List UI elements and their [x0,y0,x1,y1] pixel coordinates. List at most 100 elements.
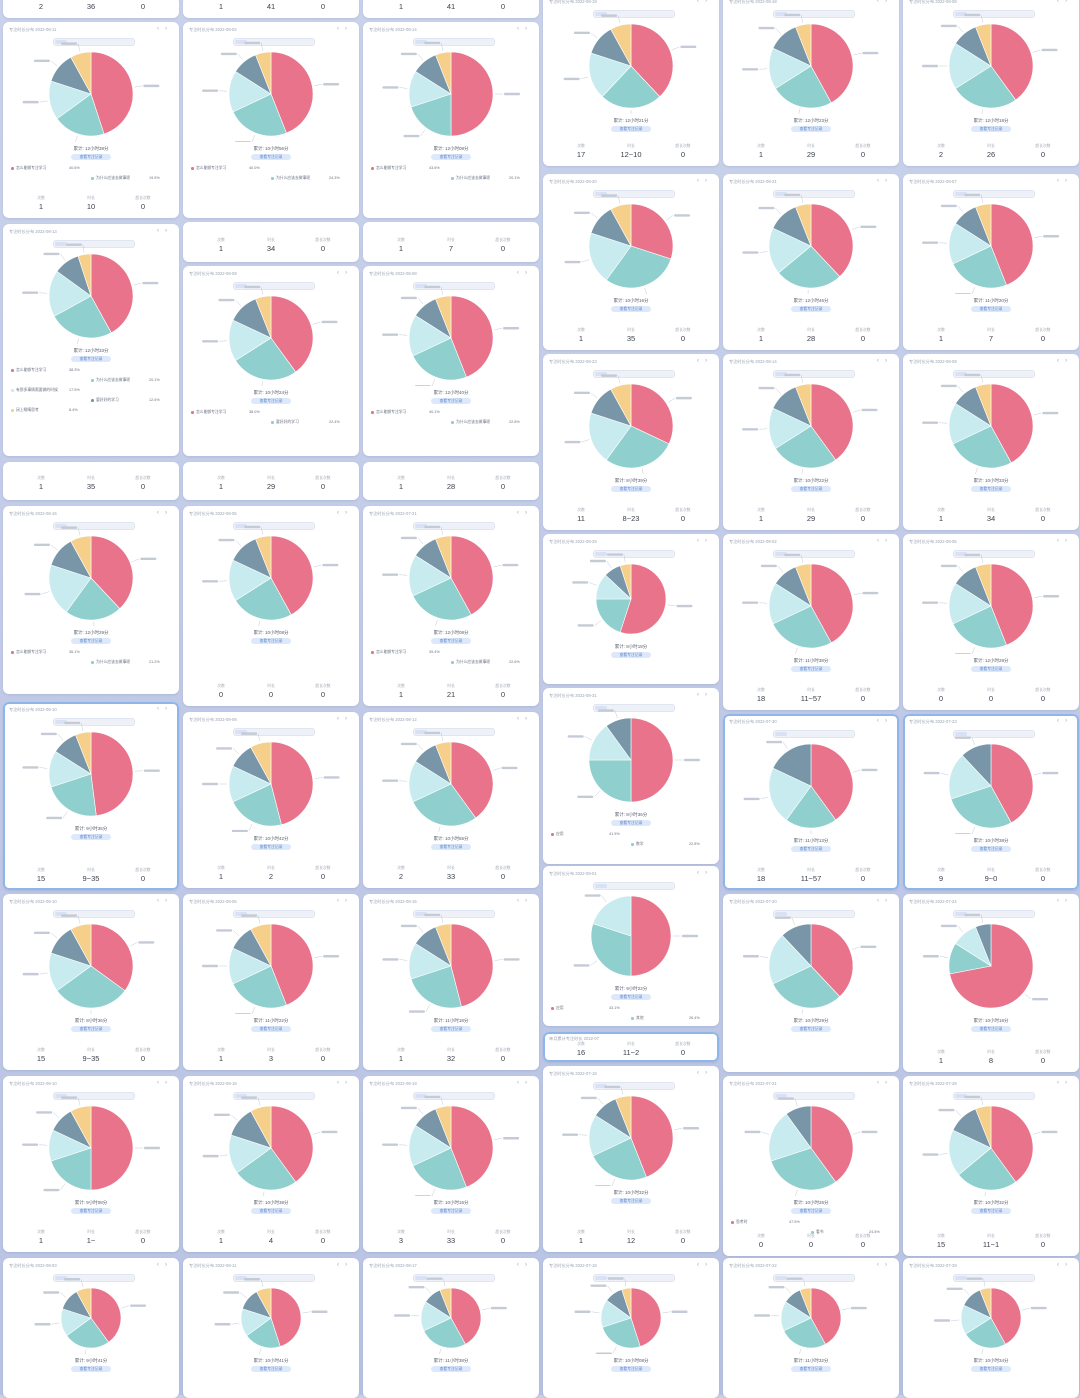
date-nav[interactable]: ‹› [877,178,893,184]
date-nav[interactable]: ‹› [337,270,353,276]
toggle-knob[interactable] [235,730,247,734]
view-records-button[interactable]: 查看专注记录 [71,1026,111,1032]
toggle-knob[interactable] [955,732,967,736]
date-nav[interactable]: ‹› [517,898,533,904]
date-nav[interactable]: ‹› [697,870,713,876]
period-toggle[interactable] [773,10,855,18]
view-records-button[interactable]: 查看专注记录 [791,846,831,852]
chevron-left-icon[interactable]: ‹ [337,898,345,904]
view-records-button[interactable]: 查看专注记录 [251,154,291,160]
view-records-button[interactable]: 查看专注记录 [971,126,1011,132]
view-records-button[interactable]: 查看专注记录 [71,638,111,644]
chevron-left-icon[interactable]: ‹ [517,1262,525,1268]
view-records-button[interactable]: 查看专注记录 [71,1208,111,1214]
date-nav[interactable]: ‹› [157,898,173,904]
chevron-right-icon[interactable]: › [165,510,173,516]
period-toggle[interactable] [53,240,135,248]
date-nav[interactable]: ‹› [157,706,173,712]
chevron-left-icon[interactable]: ‹ [697,178,705,184]
chevron-right-icon[interactable]: › [705,0,713,4]
date-nav[interactable]: ‹› [157,1080,173,1086]
date-nav[interactable]: ‹› [697,0,713,4]
period-toggle[interactable] [953,190,1035,198]
view-records-button[interactable]: 查看专注记录 [611,1198,651,1204]
period-toggle[interactable] [413,728,495,736]
date-nav[interactable]: ‹› [1057,1262,1073,1268]
period-toggle[interactable] [773,1274,855,1282]
chevron-left-icon[interactable]: ‹ [517,270,525,276]
view-records-button[interactable]: 查看专注记录 [611,486,651,492]
date-nav[interactable]: ‹› [517,1262,533,1268]
chevron-left-icon[interactable]: ‹ [1057,1080,1065,1086]
chevron-right-icon[interactable]: › [705,538,713,544]
date-nav[interactable]: ‹› [337,1080,353,1086]
toggle-knob[interactable] [55,1276,67,1280]
toggle-knob[interactable] [775,912,787,916]
chevron-left-icon[interactable]: ‹ [517,898,525,904]
period-toggle[interactable] [413,522,495,530]
view-records-button[interactable]: 查看专注记录 [791,666,831,672]
view-records-button[interactable]: 查看专注记录 [611,820,651,826]
date-nav[interactable]: ‹› [1057,178,1073,184]
chevron-right-icon[interactable]: › [1065,1080,1073,1086]
chevron-left-icon[interactable]: ‹ [337,1080,345,1086]
period-toggle[interactable] [413,910,495,918]
period-toggle[interactable] [53,1092,135,1100]
chevron-left-icon[interactable]: ‹ [697,0,705,4]
period-toggle[interactable] [953,10,1035,18]
date-nav[interactable]: ‹› [1057,718,1073,724]
toggle-knob[interactable] [595,884,607,888]
chevron-left-icon[interactable]: ‹ [877,538,885,544]
toggle-knob[interactable] [955,912,967,916]
chevron-left-icon[interactable]: ‹ [337,716,345,722]
date-nav[interactable]: ‹› [337,1262,353,1268]
date-nav[interactable]: ‹› [697,1070,713,1076]
chevron-right-icon[interactable]: › [1065,898,1073,904]
toggle-knob[interactable] [775,12,787,16]
chevron-right-icon[interactable]: › [1065,0,1073,4]
chevron-right-icon[interactable]: › [885,718,893,724]
date-nav[interactable]: ‹› [517,510,533,516]
view-records-button[interactable]: 查看专注记录 [971,1208,1011,1214]
chevron-left-icon[interactable]: ‹ [517,510,525,516]
chevron-right-icon[interactable]: › [705,1070,713,1076]
chevron-right-icon[interactable]: › [885,1080,893,1086]
view-records-button[interactable]: 查看专注记录 [611,306,651,312]
toggle-knob[interactable] [595,12,607,16]
date-nav[interactable]: ‹› [517,270,533,276]
period-toggle[interactable] [593,704,675,712]
period-toggle[interactable] [53,1274,135,1282]
chevron-left-icon[interactable]: ‹ [1057,718,1065,724]
toggle-knob[interactable] [775,192,787,196]
period-toggle[interactable] [233,1092,315,1100]
view-records-button[interactable]: 查看专注记录 [431,154,471,160]
view-records-button[interactable]: 查看专注记录 [791,1208,831,1214]
chevron-right-icon[interactable]: › [885,178,893,184]
date-nav[interactable]: ‹› [157,26,173,32]
view-records-button[interactable]: 查看专注记录 [791,126,831,132]
chevron-left-icon[interactable]: ‹ [157,898,165,904]
chevron-left-icon[interactable]: ‹ [337,270,345,276]
view-records-button[interactable]: 查看专注记录 [971,846,1011,852]
chevron-left-icon[interactable]: ‹ [877,0,885,4]
chevron-left-icon[interactable]: ‹ [517,1080,525,1086]
toggle-knob[interactable] [235,912,247,916]
view-records-button[interactable]: 查看专注记录 [251,1208,291,1214]
view-records-button[interactable]: 查看专注记录 [251,638,291,644]
toggle-knob[interactable] [55,912,67,916]
view-records-button[interactable]: 查看专注记录 [71,356,111,362]
view-records-button[interactable]: 查看专注记录 [791,1026,831,1032]
chevron-right-icon[interactable]: › [885,538,893,544]
chevron-right-icon[interactable]: › [1065,718,1073,724]
view-records-button[interactable]: 查看专注记录 [251,398,291,404]
chevron-right-icon[interactable]: › [525,898,533,904]
chevron-right-icon[interactable]: › [885,358,893,364]
period-toggle[interactable] [53,38,135,46]
chevron-left-icon[interactable]: ‹ [877,718,885,724]
period-toggle[interactable] [53,718,135,726]
chevron-left-icon[interactable]: ‹ [1057,898,1065,904]
toggle-knob[interactable] [595,372,607,376]
toggle-knob[interactable] [955,12,967,16]
view-records-button[interactable]: 查看专注记录 [431,844,471,850]
view-records-button[interactable]: 查看专注记录 [971,1026,1011,1032]
